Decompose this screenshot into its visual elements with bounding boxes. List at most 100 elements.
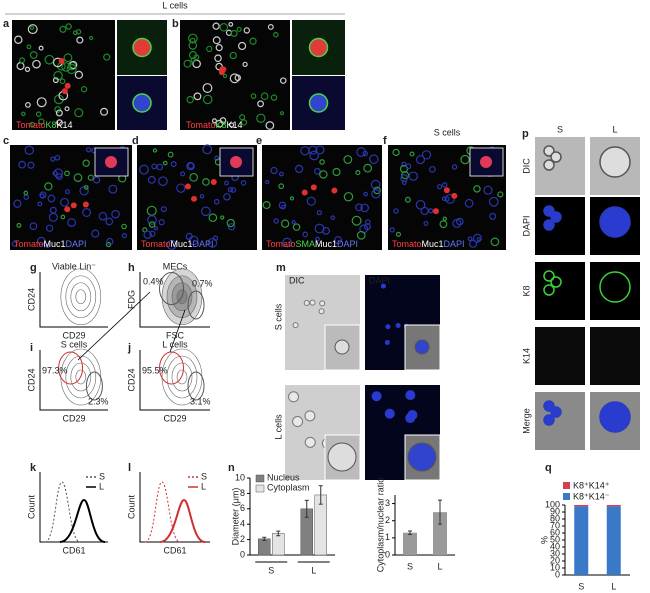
x-tick-label: L xyxy=(311,565,316,575)
cell xyxy=(188,41,198,50)
y-tick-label: 1 xyxy=(385,532,390,542)
contour xyxy=(176,369,188,385)
cell xyxy=(242,61,248,67)
y-axis-label: Diameter (μm) xyxy=(230,488,240,546)
cell xyxy=(280,219,290,228)
cell xyxy=(16,222,22,228)
bar-segment xyxy=(574,505,589,507)
cell xyxy=(227,186,234,193)
micrograph xyxy=(262,145,382,250)
cell xyxy=(223,193,231,201)
bar-segment xyxy=(574,506,589,575)
contour xyxy=(166,355,198,399)
axes xyxy=(139,350,210,411)
cell xyxy=(384,408,395,419)
cell xyxy=(207,237,218,248)
cell xyxy=(214,54,222,63)
cell xyxy=(188,33,198,44)
y-tick-label: 10 xyxy=(235,472,245,482)
cell xyxy=(21,111,26,117)
contour xyxy=(60,268,102,326)
cell xyxy=(273,31,279,38)
cell xyxy=(63,53,73,63)
cell xyxy=(200,206,211,217)
cell xyxy=(193,54,200,61)
cell xyxy=(250,93,257,99)
panel-label: k xyxy=(30,462,37,474)
cell xyxy=(202,178,210,186)
tomato-cell xyxy=(64,82,71,89)
cell xyxy=(212,22,220,30)
cell xyxy=(363,191,368,197)
legend-swatch xyxy=(255,484,265,493)
cell xyxy=(186,95,194,104)
cell xyxy=(158,176,168,186)
cell xyxy=(52,170,58,176)
cell xyxy=(405,163,412,170)
gate-label: 97.3% xyxy=(42,365,68,375)
cell xyxy=(52,77,59,84)
cell xyxy=(365,219,371,225)
bar xyxy=(403,532,417,555)
gate-label: 0.4% xyxy=(143,276,164,286)
cell xyxy=(190,57,196,63)
cell xyxy=(82,208,92,217)
panel-label: p xyxy=(522,128,529,140)
cell xyxy=(265,121,275,130)
micrograph xyxy=(535,262,585,320)
cell xyxy=(405,390,416,401)
cell xyxy=(265,179,270,185)
cell xyxy=(29,51,38,59)
column-label: DIC xyxy=(289,275,305,285)
axes xyxy=(39,472,108,543)
x-axis-label: CD61 xyxy=(163,545,186,555)
gate xyxy=(85,371,103,401)
cell xyxy=(444,196,450,202)
cell xyxy=(50,156,56,162)
cell xyxy=(309,299,316,306)
cell xyxy=(193,92,202,101)
cell xyxy=(314,167,321,175)
stain: DAPI xyxy=(337,239,358,249)
cell xyxy=(35,111,42,117)
plot-title: S cells xyxy=(61,339,88,349)
cell xyxy=(404,196,411,203)
cell xyxy=(227,223,236,231)
cell xyxy=(451,164,458,170)
stain: K14 xyxy=(57,120,73,130)
cell xyxy=(18,160,26,169)
micrograph xyxy=(535,197,585,255)
tomato-cell xyxy=(331,187,338,194)
cell xyxy=(87,174,94,181)
y-tick-label: 90 xyxy=(550,506,560,516)
cell xyxy=(319,300,326,307)
cell xyxy=(278,183,285,190)
cell xyxy=(308,145,318,155)
legend-swatch xyxy=(563,493,570,500)
histogram xyxy=(159,498,206,543)
cell xyxy=(37,201,43,207)
cell xyxy=(186,161,195,171)
cell xyxy=(476,237,481,242)
y-tick-label: 6 xyxy=(240,503,245,513)
row-label: DIC xyxy=(521,158,531,174)
cell xyxy=(356,230,366,240)
cell xyxy=(355,203,363,212)
cell xyxy=(153,226,159,231)
cell xyxy=(292,322,299,329)
stain: Muc1 xyxy=(44,239,66,249)
cell xyxy=(202,144,213,155)
cell xyxy=(148,221,156,228)
cell xyxy=(45,224,54,232)
cell xyxy=(229,73,240,84)
row-label: L cells xyxy=(273,414,283,440)
y-axis-label: CD24 xyxy=(126,368,136,391)
inset-cell xyxy=(105,156,117,168)
stain: Tomato xyxy=(14,239,44,249)
cell xyxy=(44,182,53,191)
cell xyxy=(256,113,266,123)
panel-label: h xyxy=(128,262,135,274)
histogram xyxy=(44,481,81,543)
cell xyxy=(14,35,23,44)
inset-cell xyxy=(480,156,492,168)
